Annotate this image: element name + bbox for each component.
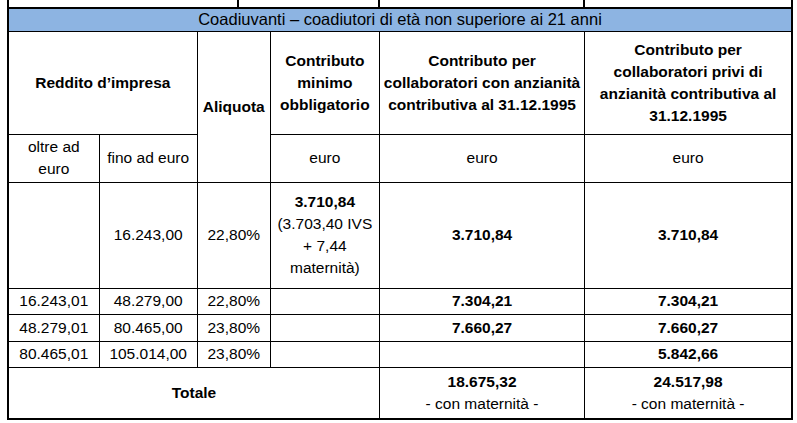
- cell-contributo-minimo: 3.710,84 (3.703,40 IVS + 7,44 maternità): [270, 182, 379, 288]
- totale-privi-note: - con maternità -: [587, 393, 789, 415]
- previous-row-fragment: [7, 0, 793, 7]
- cell-contributo-privi: 5.842,66: [585, 341, 792, 367]
- table-border-tick: [583, 0, 585, 7]
- col-header-contributo-minimo: Contributo minimo obbligatorio: [270, 31, 379, 134]
- table-border-tick: [378, 0, 380, 7]
- totale-con-value: 18.675,32: [382, 371, 582, 393]
- cell-contributo-privi: 7.304,21: [585, 288, 792, 314]
- cell-contributo-con: [379, 341, 584, 367]
- totale-con-cell: 18.675,32 - con maternità -: [379, 367, 584, 419]
- totale-row: Totale 18.675,32 - con maternità - 24.51…: [8, 367, 792, 419]
- cell-contributo-privi: 7.660,27: [585, 314, 792, 341]
- subheader-euro-privi: euro: [585, 134, 792, 182]
- col-header-contributo-con-anzianita: Contributo per collaboratori con anziani…: [379, 31, 584, 134]
- cell-fino: 80.465,00: [99, 314, 197, 341]
- cell-oltre: 16.243,01: [8, 288, 99, 314]
- totale-label: Totale: [8, 367, 379, 419]
- cell-oltre: 48.279,01: [8, 314, 99, 341]
- table-row: 16.243,01 48.279,00 22,80% 7.304,21 7.30…: [8, 288, 792, 314]
- minimo-note-line: maternità): [273, 257, 377, 279]
- cell-contributo-minimo: [270, 288, 379, 314]
- subheader-euro-minimo: euro: [270, 134, 379, 182]
- cell-oltre: [8, 182, 99, 288]
- subheader-oltre-ad-euro: oltre ad euro: [8, 134, 99, 182]
- header-row: Reddito d’impresa Aliquota Contributo mi…: [8, 31, 792, 134]
- table-row: 80.465,01 105.014,00 23,80% 5.842,66: [8, 341, 792, 367]
- cell-aliquota: 23,80%: [197, 341, 270, 367]
- document-page: Coadiuvanti – coadiutori di età non supe…: [0, 0, 797, 420]
- cell-contributo-minimo: [270, 341, 379, 367]
- table-row: 16.243,00 22,80% 3.710,84 (3.703,40 IVS …: [8, 182, 792, 288]
- cell-contributo-con: 7.660,27: [379, 314, 584, 341]
- subheader-row: oltre ad euro fino ad euro euro euro eur…: [8, 134, 792, 182]
- cell-oltre: 80.465,01: [8, 341, 99, 367]
- cell-contributo-privi: 3.710,84: [585, 182, 792, 288]
- cell-aliquota: 22,80%: [197, 182, 270, 288]
- cell-fino: 105.014,00: [99, 341, 197, 367]
- col-header-contributo-privi-anzianita: Contributo per collaboratori privi di an…: [585, 31, 792, 134]
- cell-aliquota: 23,80%: [197, 314, 270, 341]
- subheader-euro-con: euro: [379, 134, 584, 182]
- totale-con-note: - con maternità -: [382, 393, 582, 415]
- cell-fino: 48.279,00: [99, 288, 197, 314]
- table-title-banner: Coadiuvanti – coadiutori di età non supe…: [8, 8, 792, 31]
- cell-fino: 16.243,00: [99, 182, 197, 288]
- table-border-tick: [237, 0, 239, 7]
- subheader-fino-ad-euro: fino ad euro: [99, 134, 197, 182]
- table-title-row: Coadiuvanti – coadiutori di età non supe…: [8, 8, 792, 31]
- totale-privi-value: 24.517,98: [587, 371, 789, 393]
- totale-privi-cell: 24.517,98 - con maternità -: [585, 367, 792, 419]
- table-row: 48.279,01 80.465,00 23,80% 7.660,27 7.66…: [8, 314, 792, 341]
- minimo-note-line: (3.703,40 IVS: [273, 213, 377, 235]
- minimo-value: 3.710,84: [273, 191, 377, 213]
- contributi-coadiuvanti-table: Coadiuvanti – coadiutori di età non supe…: [7, 7, 793, 420]
- cell-aliquota: 22,80%: [197, 288, 270, 314]
- col-header-reddito-impresa: Reddito d’impresa: [8, 31, 197, 134]
- cell-contributo-con: 7.304,21: [379, 288, 584, 314]
- col-header-aliquota: Aliquota: [197, 31, 270, 182]
- cell-contributo-minimo: [270, 314, 379, 341]
- minimo-note-line: + 7,44: [273, 235, 377, 257]
- cell-contributo-con: 3.710,84: [379, 182, 584, 288]
